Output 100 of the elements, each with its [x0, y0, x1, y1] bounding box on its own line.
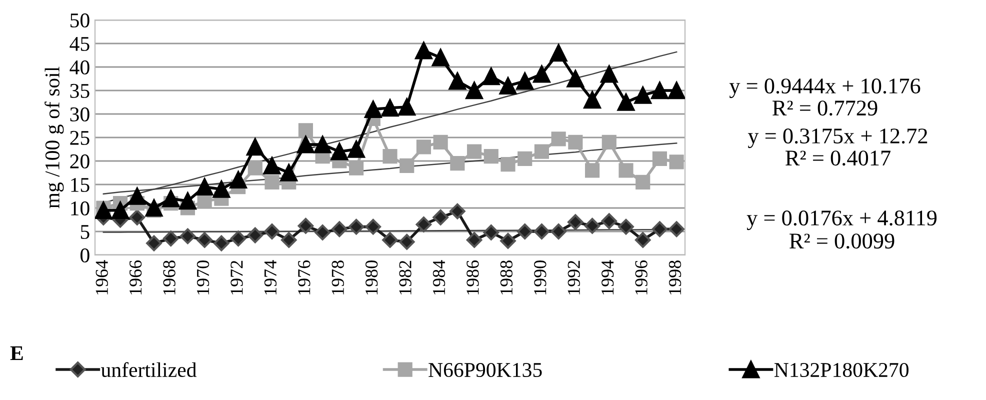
text: R² = 0.4017: [786, 150, 890, 166]
x-tick-label: 1996: [635, 260, 648, 294]
point: [214, 235, 230, 252]
point: [145, 199, 163, 217]
point: [129, 209, 146, 226]
point: [128, 188, 146, 205]
point: [263, 157, 281, 174]
point: [518, 151, 532, 166]
x-tick-label: 1990: [534, 260, 546, 294]
y-tick-label: 40: [70, 60, 90, 74]
point: [466, 82, 483, 100]
point: [534, 144, 550, 159]
point: [584, 218, 600, 234]
point: [416, 216, 432, 232]
point: [482, 68, 500, 86]
y-tick-label: 50: [70, 13, 90, 28]
x-tick-label: 1992: [568, 260, 580, 294]
point: [618, 163, 634, 178]
point: [600, 65, 618, 83]
legend-label: N66P90K135: [428, 362, 542, 378]
x-tick-label: 1982: [399, 260, 412, 294]
point: [196, 232, 212, 248]
text: R² = 0.0099: [790, 234, 894, 249]
point: [95, 202, 112, 220]
point: [550, 44, 568, 62]
x-tick-label: 1976: [298, 260, 310, 294]
point: [314, 224, 330, 240]
point: [634, 86, 652, 104]
point: [280, 164, 298, 182]
point: [668, 82, 685, 100]
point: [230, 171, 247, 188]
text: y = 0.9444x + 10.176: [729, 78, 920, 98]
point: [551, 132, 566, 146]
point: [348, 160, 364, 176]
point: [466, 144, 482, 159]
x-tick-label: 1994: [602, 260, 614, 294]
point: [584, 91, 601, 109]
point: [652, 221, 668, 238]
point: [348, 218, 364, 235]
point: [448, 72, 466, 90]
point: [162, 230, 179, 246]
x-tick-label: 1980: [365, 260, 378, 294]
point: [264, 224, 280, 240]
point: [500, 156, 516, 172]
point: [550, 224, 566, 240]
point: [432, 48, 450, 66]
point: [601, 213, 618, 230]
point: [602, 134, 616, 150]
x-tick-label: 1974: [264, 260, 277, 294]
point: [634, 232, 651, 248]
point: [382, 232, 398, 248]
x-tick-label: 1978: [332, 260, 344, 294]
point: [297, 136, 314, 154]
point: [466, 232, 482, 248]
point: [652, 151, 668, 166]
point: [416, 140, 432, 154]
point: [264, 174, 280, 190]
point: [398, 234, 415, 250]
point: [230, 230, 246, 246]
text: E: [10, 346, 23, 360]
y-tick-label: 35: [70, 84, 90, 98]
y-tick-label: 25: [70, 130, 90, 145]
point: [248, 160, 262, 176]
point: [400, 158, 414, 173]
point: [568, 214, 584, 230]
point: [146, 235, 162, 252]
y-axis-title: mg /100 g of soil: [44, 66, 64, 208]
point: [499, 77, 517, 94]
text: R² = 0.7729: [772, 100, 878, 116]
point: [483, 224, 500, 240]
x-tick-label: 1988: [500, 260, 513, 294]
point: [247, 227, 264, 244]
point: [196, 178, 214, 196]
point: [484, 149, 498, 164]
point: [246, 138, 264, 156]
point: [618, 218, 634, 235]
x-tick-label: 1966: [130, 260, 142, 294]
x-tick-label: 1968: [163, 260, 176, 294]
point: [432, 209, 448, 226]
point: [516, 224, 533, 240]
y-tick-label: 10: [71, 201, 90, 216]
point: [180, 228, 196, 244]
point: [516, 72, 534, 90]
point: [500, 232, 516, 249]
legend-label: unfertilized: [101, 362, 197, 378]
x-tick-label: 1970: [196, 260, 210, 294]
point: [651, 82, 668, 100]
point: [533, 65, 550, 83]
point: [314, 136, 332, 154]
text: y = 0.3175x + 12.72: [748, 128, 928, 148]
point: [415, 42, 432, 60]
y-tick-label: 20: [70, 154, 90, 168]
point: [450, 203, 466, 220]
point: [365, 218, 382, 235]
x-tick-label: 1998: [668, 260, 682, 294]
point: [348, 140, 365, 158]
point: [162, 190, 180, 208]
y-tick-label: 30: [70, 107, 90, 122]
x-tick-label: 1964: [96, 260, 108, 294]
point: [280, 232, 297, 248]
